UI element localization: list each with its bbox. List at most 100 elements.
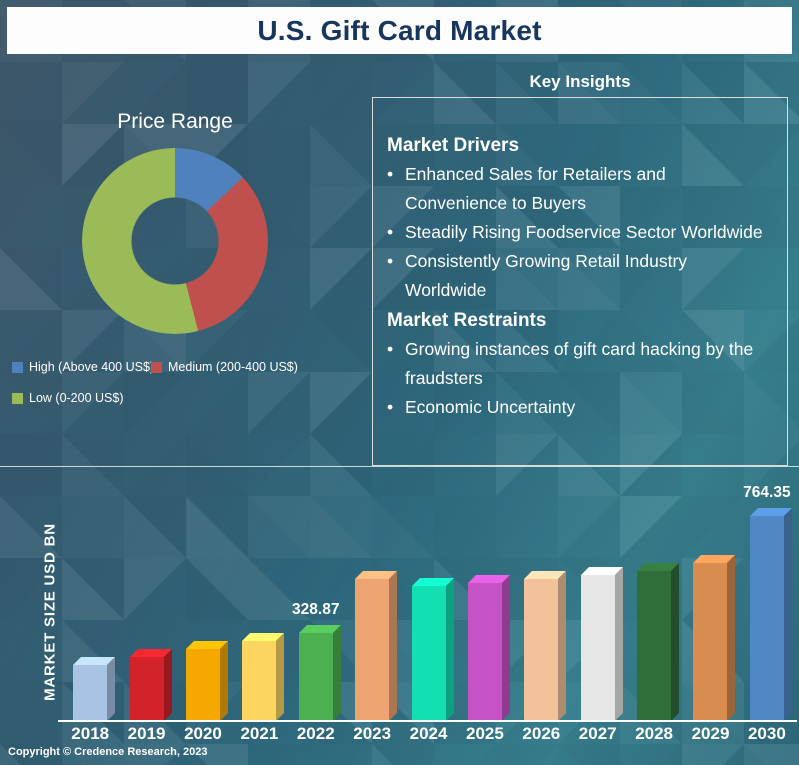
key-insights-box: Market Drivers • Enhanced Sales for Retail… bbox=[372, 97, 788, 466]
bar-2024 bbox=[400, 578, 456, 721]
bar-face-front bbox=[467, 583, 502, 721]
category-label: 2019 bbox=[127, 724, 166, 743]
bar-shape bbox=[242, 633, 285, 721]
bar-2026 bbox=[513, 571, 569, 721]
insight-bullet: • Economic Uncertainty bbox=[387, 393, 771, 422]
bar-face-side bbox=[276, 633, 285, 721]
bar-2030: 764.35 bbox=[739, 484, 795, 721]
bar-face-side bbox=[671, 563, 680, 721]
category-label: 2020 bbox=[184, 724, 222, 743]
category-label: 2021 bbox=[240, 724, 279, 743]
bar-2028 bbox=[626, 563, 682, 721]
bar-face-side bbox=[107, 657, 116, 721]
category-label: 2025 bbox=[466, 724, 504, 743]
legend-swatch-icon bbox=[151, 361, 162, 373]
bar-value-label: 764.35 bbox=[743, 484, 791, 501]
category-label: 2018 bbox=[71, 724, 110, 743]
bar-2020 bbox=[175, 641, 231, 721]
category-label: 2029 bbox=[691, 724, 730, 743]
bar-face-side bbox=[727, 555, 736, 721]
pie-legend: High (Above 400 US$) Medium (200-400 US$)… bbox=[12, 360, 364, 405]
category-label: 2024 bbox=[409, 724, 448, 743]
insights-section-heading: Market Drivers bbox=[387, 135, 520, 156]
legend-label: Low (0-200 US$) bbox=[29, 391, 124, 405]
insight-bullet: • Consistently Growing Retail Industry Wo… bbox=[387, 247, 771, 305]
insight-text: Consistently Growing Retail Industry Wor… bbox=[405, 251, 688, 300]
bar-2018 bbox=[62, 657, 118, 721]
bar-face-front bbox=[524, 579, 559, 721]
bullet-icon: • bbox=[387, 251, 394, 271]
bar-face-side bbox=[332, 625, 341, 721]
bar-value-label: 328.87 bbox=[292, 601, 340, 618]
legend-label: Medium (200-400 US$) bbox=[168, 360, 298, 374]
bar-face-side bbox=[783, 508, 792, 721]
key-insights-title: Key Insights bbox=[529, 72, 631, 91]
bar-shape bbox=[185, 641, 228, 721]
bar-face-front bbox=[73, 665, 108, 721]
bar-shape bbox=[129, 649, 172, 721]
bar-chart-y-axis-label: MARKET SIZE USD BN bbox=[41, 523, 59, 701]
insight-bullet: • Growing instances of gift card hacking … bbox=[387, 335, 771, 393]
bar-face-side bbox=[614, 567, 623, 721]
bar-2025 bbox=[457, 575, 513, 721]
bar-shape bbox=[580, 567, 623, 721]
bar-face-front bbox=[242, 641, 277, 721]
bullet-icon: • bbox=[387, 164, 394, 184]
bullet-icon: • bbox=[387, 222, 394, 242]
bar-face-front bbox=[580, 575, 615, 721]
category-label: 2030 bbox=[747, 724, 786, 743]
legend-swatch-icon bbox=[12, 392, 23, 404]
bar-2022: 328.87 bbox=[288, 601, 344, 721]
page-title: U.S. Gift Card Market bbox=[257, 14, 542, 46]
insights-body: Market Drivers • Enhanced Sales for Retail… bbox=[387, 132, 771, 422]
bar-shape bbox=[693, 555, 736, 721]
category-label: 2028 bbox=[635, 724, 674, 743]
bar-face-front bbox=[355, 579, 390, 721]
insights-section-heading: Market Restraints bbox=[387, 310, 547, 331]
bar-shape bbox=[637, 563, 680, 721]
category-label: 2022 bbox=[296, 724, 335, 743]
pie-chart-title: Price Range bbox=[117, 110, 233, 133]
bar-2021 bbox=[231, 633, 287, 721]
bar-face-side bbox=[389, 571, 398, 721]
bar-face-front bbox=[749, 516, 784, 721]
bar-face-front bbox=[693, 563, 728, 721]
legend-label: High (Above 400 US$) bbox=[29, 360, 155, 374]
donut-chart bbox=[82, 148, 268, 334]
insight-text: Economic Uncertainty bbox=[405, 397, 576, 417]
bar-shape bbox=[411, 578, 454, 721]
bar-face-front bbox=[298, 633, 333, 721]
bar-face-front bbox=[129, 657, 164, 721]
category-label: 2026 bbox=[522, 724, 561, 743]
category-label: 2023 bbox=[353, 724, 392, 743]
bar-2019 bbox=[118, 649, 174, 721]
bar-shape bbox=[467, 575, 510, 721]
legend-item: Low (0-200 US$) bbox=[12, 391, 149, 405]
bar-shape bbox=[749, 508, 792, 721]
bar-face-front bbox=[411, 586, 446, 721]
bar-face-side bbox=[445, 578, 454, 721]
legend-item: Medium (200-400 US$) bbox=[151, 360, 364, 374]
bar-shape bbox=[73, 657, 116, 721]
insight-text: Steadily Rising Foodservice Sector World… bbox=[405, 222, 763, 242]
bullet-icon: • bbox=[387, 397, 394, 417]
bar-face-side bbox=[219, 641, 228, 721]
bar-2023 bbox=[344, 571, 400, 721]
insight-bullet: • Enhanced Sales for Retailers and Conven… bbox=[387, 160, 771, 218]
section-divider bbox=[0, 466, 799, 467]
bar-face-front bbox=[637, 571, 672, 721]
copyright-text: Copyright © Credence Research, 2023 bbox=[8, 746, 208, 758]
header-bar: U.S. Gift Card Market bbox=[7, 7, 792, 54]
category-label: 2027 bbox=[578, 724, 617, 743]
bar-face-front bbox=[185, 649, 220, 721]
insight-text: Growing instances of gift card hacking b… bbox=[405, 339, 754, 388]
bar-face-side bbox=[501, 575, 510, 721]
insight-text: Enhanced Sales for Retailers and Conveni… bbox=[405, 164, 666, 213]
legend-item: High (Above 400 US$) bbox=[12, 360, 154, 374]
bar-chart-bars: 328.87 764.35 bbox=[62, 484, 795, 721]
insight-bullet: • Steadily Rising Foodservice Sector Worl… bbox=[387, 218, 771, 247]
bar-shape bbox=[298, 625, 341, 721]
bar-shape bbox=[524, 571, 567, 721]
bar-face-side bbox=[558, 571, 567, 721]
